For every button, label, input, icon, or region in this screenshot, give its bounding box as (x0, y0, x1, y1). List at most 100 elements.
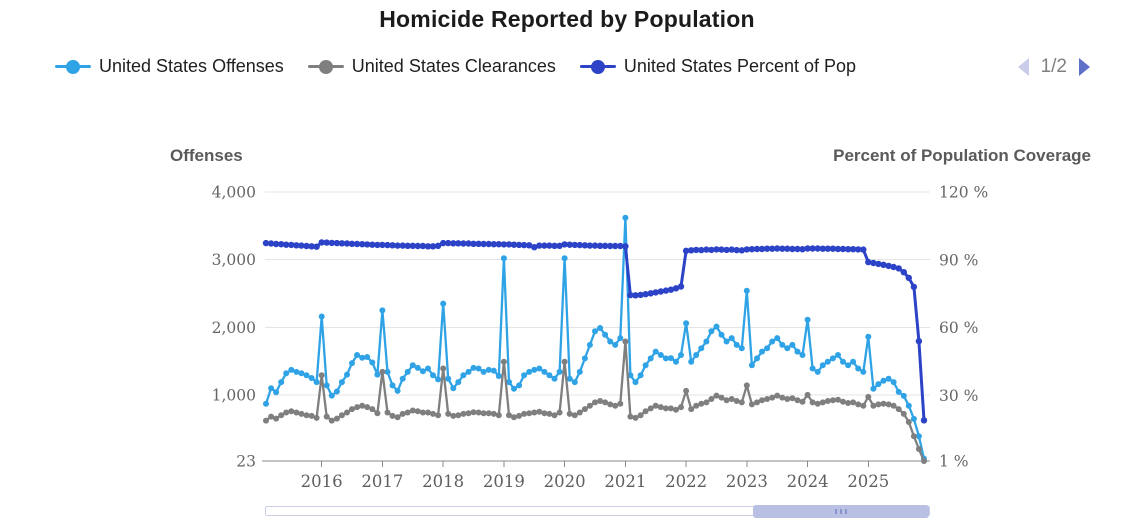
data-point-offenses[interactable] (602, 331, 609, 338)
legend-item-percent-of-population[interactable]: United States Percent of Pop (579, 56, 856, 77)
data-point-percent-of-population[interactable] (313, 243, 320, 250)
data-point-percent-of-population[interactable] (328, 239, 335, 247)
data-point-offenses[interactable] (905, 402, 912, 409)
data-point-percent-of-population[interactable] (758, 245, 766, 253)
data-point-percent-of-population[interactable] (526, 242, 533, 249)
data-point-clearances[interactable] (374, 410, 381, 417)
data-point-clearances[interactable] (571, 412, 578, 419)
data-point-clearances[interactable] (688, 406, 695, 413)
data-point-clearances[interactable] (404, 409, 411, 416)
data-point-clearances[interactable] (743, 382, 750, 389)
data-point-clearances[interactable] (541, 410, 548, 417)
data-point-percent-of-population[interactable] (460, 240, 467, 247)
data-point-clearances[interactable] (516, 412, 523, 419)
data-point-offenses[interactable] (754, 355, 760, 362)
data-point-offenses[interactable] (885, 375, 892, 382)
data-point-offenses[interactable] (298, 370, 305, 377)
data-point-offenses[interactable] (824, 358, 831, 365)
data-point-percent-of-population[interactable] (440, 239, 447, 247)
data-point-offenses[interactable] (556, 368, 563, 375)
data-point-clearances[interactable] (328, 417, 335, 424)
data-point-percent-of-population[interactable] (612, 242, 619, 250)
data-point-percent-of-population[interactable] (359, 241, 366, 248)
data-point-clearances[interactable] (561, 358, 568, 365)
data-point-offenses[interactable] (764, 345, 771, 352)
data-point-percent-of-population[interactable] (394, 242, 401, 249)
data-point-percent-of-population[interactable] (799, 246, 806, 253)
data-point-clearances[interactable] (354, 404, 361, 411)
data-point-clearances[interactable] (500, 358, 507, 365)
data-point-percent-of-population[interactable] (536, 242, 543, 249)
data-point-clearances[interactable] (597, 398, 604, 404)
data-point-clearances[interactable] (470, 409, 477, 416)
data-point-percent-of-population[interactable] (434, 242, 442, 249)
data-point-offenses[interactable] (662, 355, 669, 362)
data-point-percent-of-population[interactable] (622, 243, 629, 250)
data-point-percent-of-population[interactable] (581, 242, 589, 249)
data-point-offenses[interactable] (845, 362, 852, 369)
data-point-clearances[interactable] (273, 415, 280, 422)
data-point-clearances[interactable] (723, 397, 730, 404)
data-point-offenses[interactable] (718, 331, 725, 338)
data-point-percent-of-population[interactable] (429, 243, 437, 250)
data-point-clearances[interactable] (824, 398, 831, 404)
data-point-percent-of-population[interactable] (379, 241, 386, 249)
data-point-clearances[interactable] (298, 410, 305, 417)
data-point-clearances[interactable] (748, 401, 755, 408)
data-point-clearances[interactable] (642, 408, 649, 415)
data-point-percent-of-population[interactable] (414, 242, 421, 250)
data-point-offenses[interactable] (333, 388, 340, 395)
data-point-clearances[interactable] (855, 401, 862, 408)
data-point-offenses[interactable] (733, 341, 740, 348)
data-point-clearances[interactable] (784, 396, 791, 402)
data-point-clearances[interactable] (652, 402, 659, 409)
data-point-offenses[interactable] (470, 364, 477, 371)
data-point-percent-of-population[interactable] (262, 239, 270, 247)
data-point-percent-of-population[interactable] (303, 242, 310, 250)
data-point-percent-of-population[interactable] (662, 287, 670, 294)
data-point-percent-of-population[interactable] (920, 417, 928, 424)
data-point-offenses[interactable] (414, 364, 421, 371)
data-point-clearances[interactable] (728, 396, 735, 402)
data-point-percent-of-population[interactable] (693, 246, 700, 254)
data-point-offenses[interactable] (293, 368, 300, 375)
data-point-offenses[interactable] (900, 392, 907, 399)
data-point-clearances[interactable] (303, 412, 310, 419)
data-point-clearances[interactable] (733, 398, 740, 404)
data-point-clearances[interactable] (414, 408, 421, 415)
data-point-percent-of-population[interactable] (607, 242, 614, 250)
data-point-offenses[interactable] (617, 335, 624, 342)
data-point-clearances[interactable] (586, 402, 593, 409)
data-point-offenses[interactable] (425, 365, 431, 372)
data-point-offenses[interactable] (485, 366, 492, 373)
data-point-offenses[interactable] (743, 287, 750, 294)
data-point-clearances[interactable] (323, 413, 330, 420)
data-point-percent-of-population[interactable] (713, 246, 720, 253)
data-point-offenses[interactable] (313, 379, 320, 386)
data-point-percent-of-population[interactable] (490, 241, 497, 248)
data-point-clearances[interactable] (440, 365, 447, 372)
data-point-percent-of-population[interactable] (480, 240, 487, 248)
data-point-percent-of-population[interactable] (708, 246, 715, 254)
data-point-offenses[interactable] (683, 320, 690, 327)
data-point-clearances[interactable] (612, 402, 619, 409)
data-point-percent-of-population[interactable] (789, 245, 796, 253)
data-point-percent-of-population[interactable] (748, 246, 756, 253)
data-point-offenses[interactable] (460, 372, 467, 379)
data-point-clearances[interactable] (921, 458, 927, 464)
data-point-offenses[interactable] (673, 358, 679, 365)
data-point-percent-of-population[interactable] (455, 240, 462, 247)
data-point-offenses[interactable] (890, 379, 897, 386)
data-point-offenses[interactable] (546, 372, 553, 379)
data-point-clearances[interactable] (835, 396, 841, 403)
data-point-offenses[interactable] (516, 382, 523, 389)
data-point-percent-of-population[interactable] (875, 260, 882, 268)
data-point-offenses[interactable] (728, 335, 735, 342)
data-point-percent-of-population[interactable] (632, 292, 639, 299)
data-point-offenses[interactable] (829, 355, 836, 362)
data-point-offenses[interactable] (268, 385, 275, 392)
data-point-clearances[interactable] (283, 409, 290, 416)
data-point-percent-of-population[interactable] (723, 246, 730, 254)
data-point-clearances[interactable] (754, 399, 760, 406)
data-point-clearances[interactable] (531, 409, 538, 416)
